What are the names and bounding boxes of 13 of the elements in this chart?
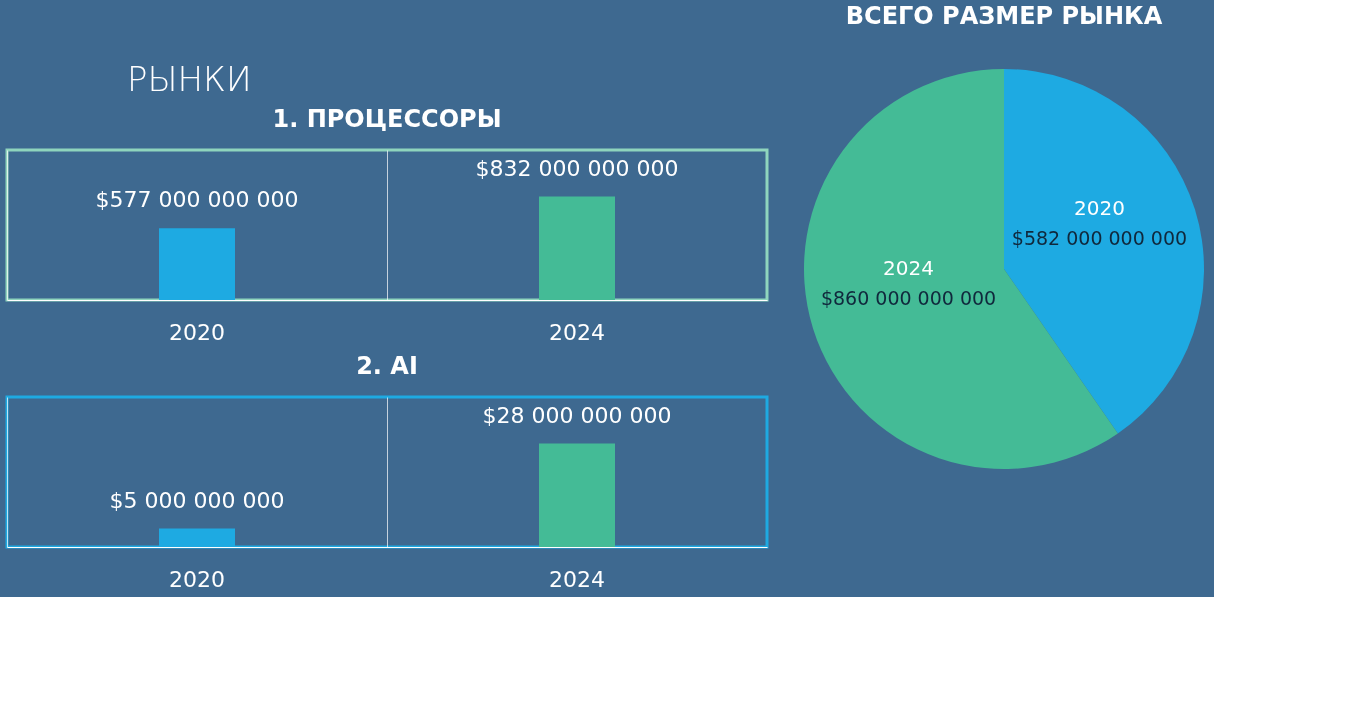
- slice-label: 2024: [883, 255, 934, 280]
- text: РЫНКИ: [127, 59, 252, 99]
- data-label: $28 000 000 000: [482, 402, 672, 428]
- slice-label: 2020: [1074, 196, 1125, 221]
- data-label: $5 000 000 000: [109, 487, 285, 513]
- chart-title: ВСЕГО РАЗМЕР РЫНКА: [845, 2, 1163, 30]
- data-label: $860 000 000 000: [820, 286, 997, 309]
- pie-slice: [1004, 69, 1204, 434]
- chart-title: 1. ПРОЦЕССОРЫ: [272, 105, 502, 133]
- chart-title: 2. AI: [356, 352, 418, 380]
- data-label: $832 000 000 000: [475, 155, 679, 181]
- data-label: $582 000 000 000: [1011, 227, 1188, 250]
- data-label: $577 000 000 000: [95, 187, 299, 213]
